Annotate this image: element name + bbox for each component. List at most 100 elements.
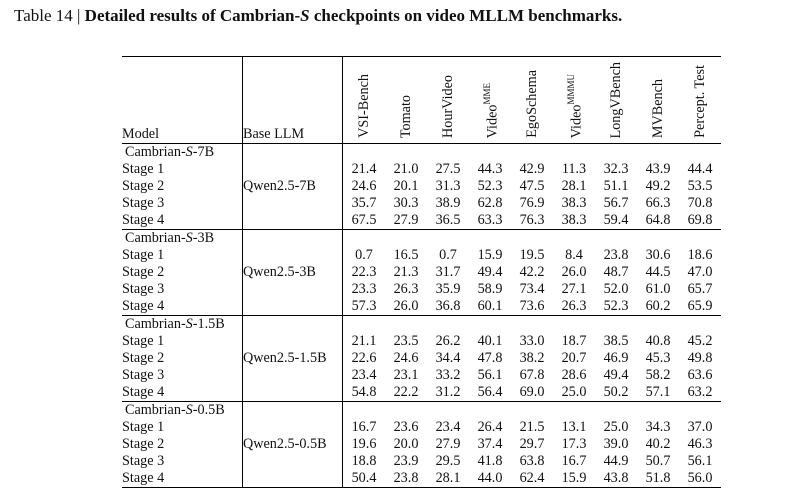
- score-cell: 53.5: [687, 178, 713, 194]
- score-cell: 30.3: [393, 195, 419, 211]
- score-cell: 43.8: [603, 470, 629, 486]
- score-cell: 33.2: [435, 367, 461, 383]
- score-cell: 25.0: [561, 384, 587, 400]
- score-cell: 22.6: [342, 350, 385, 367]
- score-cell: 24.6: [342, 178, 385, 195]
- stage-label: Stage 4: [122, 384, 165, 400]
- header-benchmark: LongVBench: [607, 61, 624, 138]
- table-caption: Table 14 | Detailed results of Cambrian-…: [14, 6, 622, 26]
- table-row: Stage 1 21.1 23.5 26.2 40.1 33.0 18.7 38.5 40.8 4…: [122, 333, 721, 350]
- header-benchmark: Percept. Test: [691, 65, 708, 138]
- header-benchmark: EgoSchema: [523, 70, 540, 138]
- score-cell: 65.7: [687, 281, 713, 297]
- score-cell: 44.3: [477, 161, 503, 177]
- score-cell: 38.3: [561, 212, 587, 228]
- score-cell: 58.2: [645, 367, 671, 383]
- score-cell: 63.2: [687, 384, 713, 400]
- group-name: Cambrian-S-7B: [122, 143, 243, 161]
- score-cell: 73.6: [519, 298, 545, 314]
- score-cell: 46.9: [603, 350, 629, 366]
- score-cell: 27.5: [435, 161, 461, 177]
- stage-label: Stage 4: [122, 470, 165, 486]
- score-cell: 8.4: [565, 247, 583, 263]
- score-cell: 21.5: [519, 419, 545, 435]
- stage-label: Stage 3: [122, 367, 165, 383]
- score-cell: 76.9: [519, 195, 545, 211]
- header-base-llm: Base LLM: [242, 57, 343, 144]
- score-cell: 42.2: [519, 264, 545, 280]
- score-cell: 45.2: [687, 333, 713, 349]
- score-cell: 31.7: [435, 264, 461, 280]
- base-llm-cell: [242, 453, 343, 470]
- stage-label: Stage 2: [122, 264, 165, 280]
- score-cell: 51.8: [645, 470, 671, 486]
- score-cell: 25.0: [603, 419, 629, 435]
- score-cell: 23.6: [393, 419, 419, 435]
- score-cell: 43.9: [645, 161, 671, 177]
- score-cell: 63.3: [477, 212, 503, 228]
- table-row: Stage 2 Qwen2.5-7B 24.6 20.1 31.3 52.3 47.5 28.…: [122, 178, 721, 195]
- score-cell: 20.0: [393, 436, 419, 452]
- table-row: Stage 4 67.5 27.9 36.5 63.3 76.3 38.3 59.4 64.8 6…: [122, 212, 721, 230]
- base-llm-cell: [242, 212, 343, 230]
- header-model: Model: [122, 126, 160, 142]
- score-cell: 27.9: [435, 436, 461, 452]
- table-row: Stage 3 23.3 26.3 35.9 58.9 73.4 27.1 52.0 61.0 6…: [122, 281, 721, 298]
- score-cell: 15.9: [477, 247, 503, 263]
- score-cell: 47.5: [519, 178, 545, 194]
- table-row: Stage 2 Qwen2.5-3B 22.3 21.3 31.7 49.4 42.2 26.…: [122, 264, 721, 281]
- score-cell: 30.6: [645, 247, 671, 263]
- score-cell: 20.1: [393, 178, 419, 194]
- score-cell: 67.5: [342, 212, 385, 230]
- base-llm-cell: [242, 333, 343, 350]
- score-cell: 47.0: [687, 264, 713, 280]
- header-benchmark: VSI-Bench: [342, 57, 385, 144]
- score-cell: 31.3: [435, 178, 461, 194]
- score-cell: 21.1: [342, 333, 385, 350]
- score-cell: 44.9: [603, 453, 629, 469]
- score-cell: 69.0: [519, 384, 545, 400]
- group-row: Cambrian-S-0.5B: [122, 401, 721, 419]
- score-cell: 26.3: [393, 281, 419, 297]
- score-cell: 38.9: [435, 195, 461, 211]
- stage-label: Stage 3: [122, 281, 165, 297]
- score-cell: 23.4: [342, 367, 385, 384]
- score-cell: 16.7: [342, 419, 385, 436]
- score-cell: 21.3: [393, 264, 419, 280]
- score-cell: 50.4: [342, 470, 385, 487]
- score-cell: 60.1: [477, 298, 503, 314]
- score-cell: 40.2: [645, 436, 671, 452]
- group-name: Cambrian-S-0.5B: [122, 401, 243, 419]
- table-row: Stage 4 57.3 26.0 36.8 60.1 73.6 26.3 52.3 60.2 6…: [122, 298, 721, 316]
- score-cell: 52.3: [603, 298, 629, 314]
- score-cell: 42.9: [519, 161, 545, 177]
- score-cell: 0.7: [439, 247, 457, 263]
- stage-label: Stage 2: [122, 178, 165, 194]
- stage-label: Stage 4: [122, 298, 165, 314]
- score-cell: 18.8: [342, 453, 385, 470]
- score-cell: 51.1: [603, 178, 629, 194]
- score-cell: 62.8: [477, 195, 503, 211]
- header-benchmark: VideoMMMU: [565, 73, 585, 138]
- group-row: Cambrian-S-1.5B: [122, 315, 721, 333]
- score-cell: 18.7: [561, 333, 587, 349]
- score-cell: 57.1: [645, 384, 671, 400]
- score-cell: 76.3: [519, 212, 545, 228]
- table-row: Stage 2 Qwen2.5-0.5B 19.6 20.0 27.9 37.4 29.7 1…: [122, 436, 721, 453]
- score-cell: 31.2: [435, 384, 461, 400]
- score-cell: 56.7: [603, 195, 629, 211]
- table-row: Stage 4 50.4 23.8 28.1 44.0 62.4 15.9 43.8 51.8 5…: [122, 470, 721, 487]
- table-row: Stage 4 54.8 22.2 31.2 56.4 69.0 25.0 50.2 57.1 6…: [122, 384, 721, 402]
- score-cell: 50.7: [645, 453, 671, 469]
- score-cell: 46.3: [687, 436, 713, 452]
- base-llm-cell: Qwen2.5-7B: [242, 178, 343, 195]
- score-cell: 23.5: [393, 333, 419, 349]
- score-cell: 35.7: [342, 195, 385, 212]
- score-cell: 66.3: [645, 195, 671, 211]
- base-llm-cell: Qwen2.5-1.5B: [242, 350, 343, 367]
- header-benchmark: MVBench: [649, 78, 666, 138]
- stage-label: Stage 1: [122, 333, 165, 349]
- score-cell: 26.0: [561, 264, 587, 280]
- stage-label: Stage 2: [122, 436, 165, 452]
- score-cell: 58.9: [477, 281, 503, 297]
